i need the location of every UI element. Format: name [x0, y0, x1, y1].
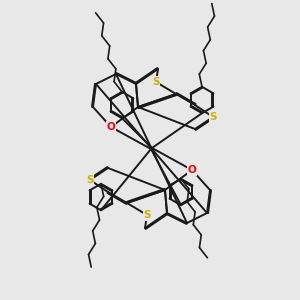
Text: S: S	[86, 175, 94, 185]
Text: O: O	[106, 122, 116, 132]
Text: O: O	[188, 165, 196, 175]
Text: S: S	[209, 112, 217, 122]
Text: S: S	[152, 77, 160, 87]
Text: S: S	[143, 210, 151, 220]
